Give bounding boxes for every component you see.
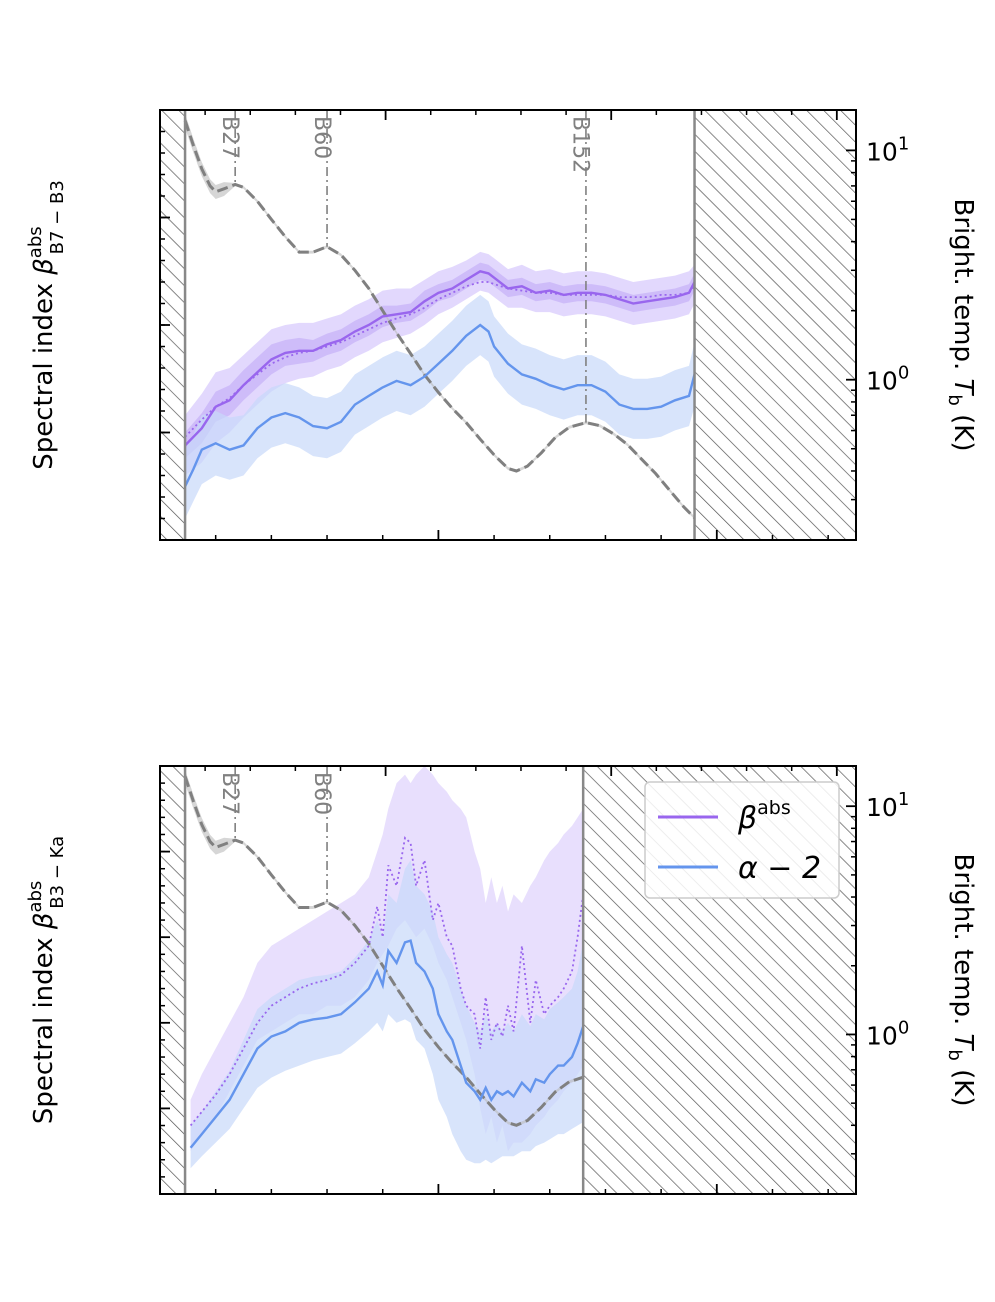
axes-frame bbox=[159, 765, 857, 1195]
legend-label-beta: βabs bbox=[737, 797, 791, 836]
right-tick-label: 101 bbox=[866, 133, 909, 166]
legend-box bbox=[644, 781, 840, 899]
legend-label-alpha: α − 2 bbox=[738, 851, 821, 886]
right-axis-label: Bright. temp. Tb (K) bbox=[944, 199, 978, 452]
y-axis-label: Spectral index βabsB3 − Ka bbox=[25, 836, 68, 1124]
legend: βabs α − 2 bbox=[644, 781, 840, 899]
panel-bottom: B27 B60 Spectral index βabsB3 − Ka 100 101 Br… bbox=[25, 765, 978, 1195]
panel-top: B27 B60 B152 Spectral index βabsB7 − B3 100 1… bbox=[25, 109, 978, 541]
alpha-band bbox=[185, 294, 695, 519]
beta-line bbox=[184, 270, 696, 447]
beta-dotted-line bbox=[189, 836, 585, 1127]
right-axis-label: Bright. temp. Tb (K) bbox=[944, 854, 978, 1107]
plot-area bbox=[160, 110, 856, 540]
beta-band-inner bbox=[185, 262, 695, 459]
y-axis-label: Spectral index βabsB7 − B3 bbox=[25, 180, 68, 470]
alpha-line bbox=[189, 939, 585, 1149]
alpha-line bbox=[184, 323, 696, 487]
band-label-b152: B152 bbox=[568, 116, 593, 173]
band-label-b27: B27 bbox=[217, 772, 242, 815]
band-label-b60: B60 bbox=[309, 772, 334, 815]
right-tick-label: 101 bbox=[866, 789, 909, 822]
right-tick-label: 100 bbox=[866, 1017, 909, 1050]
hatch-right-region bbox=[694, 110, 856, 540]
band-label-b60: B60 bbox=[309, 116, 334, 159]
band-label-b27: B27 bbox=[217, 116, 242, 159]
temperature-line bbox=[183, 120, 696, 519]
hatch-left-region bbox=[160, 766, 186, 1194]
beta-band-outer bbox=[185, 251, 695, 476]
temperature-line bbox=[183, 775, 584, 1127]
right-tick-label: 100 bbox=[866, 363, 909, 396]
